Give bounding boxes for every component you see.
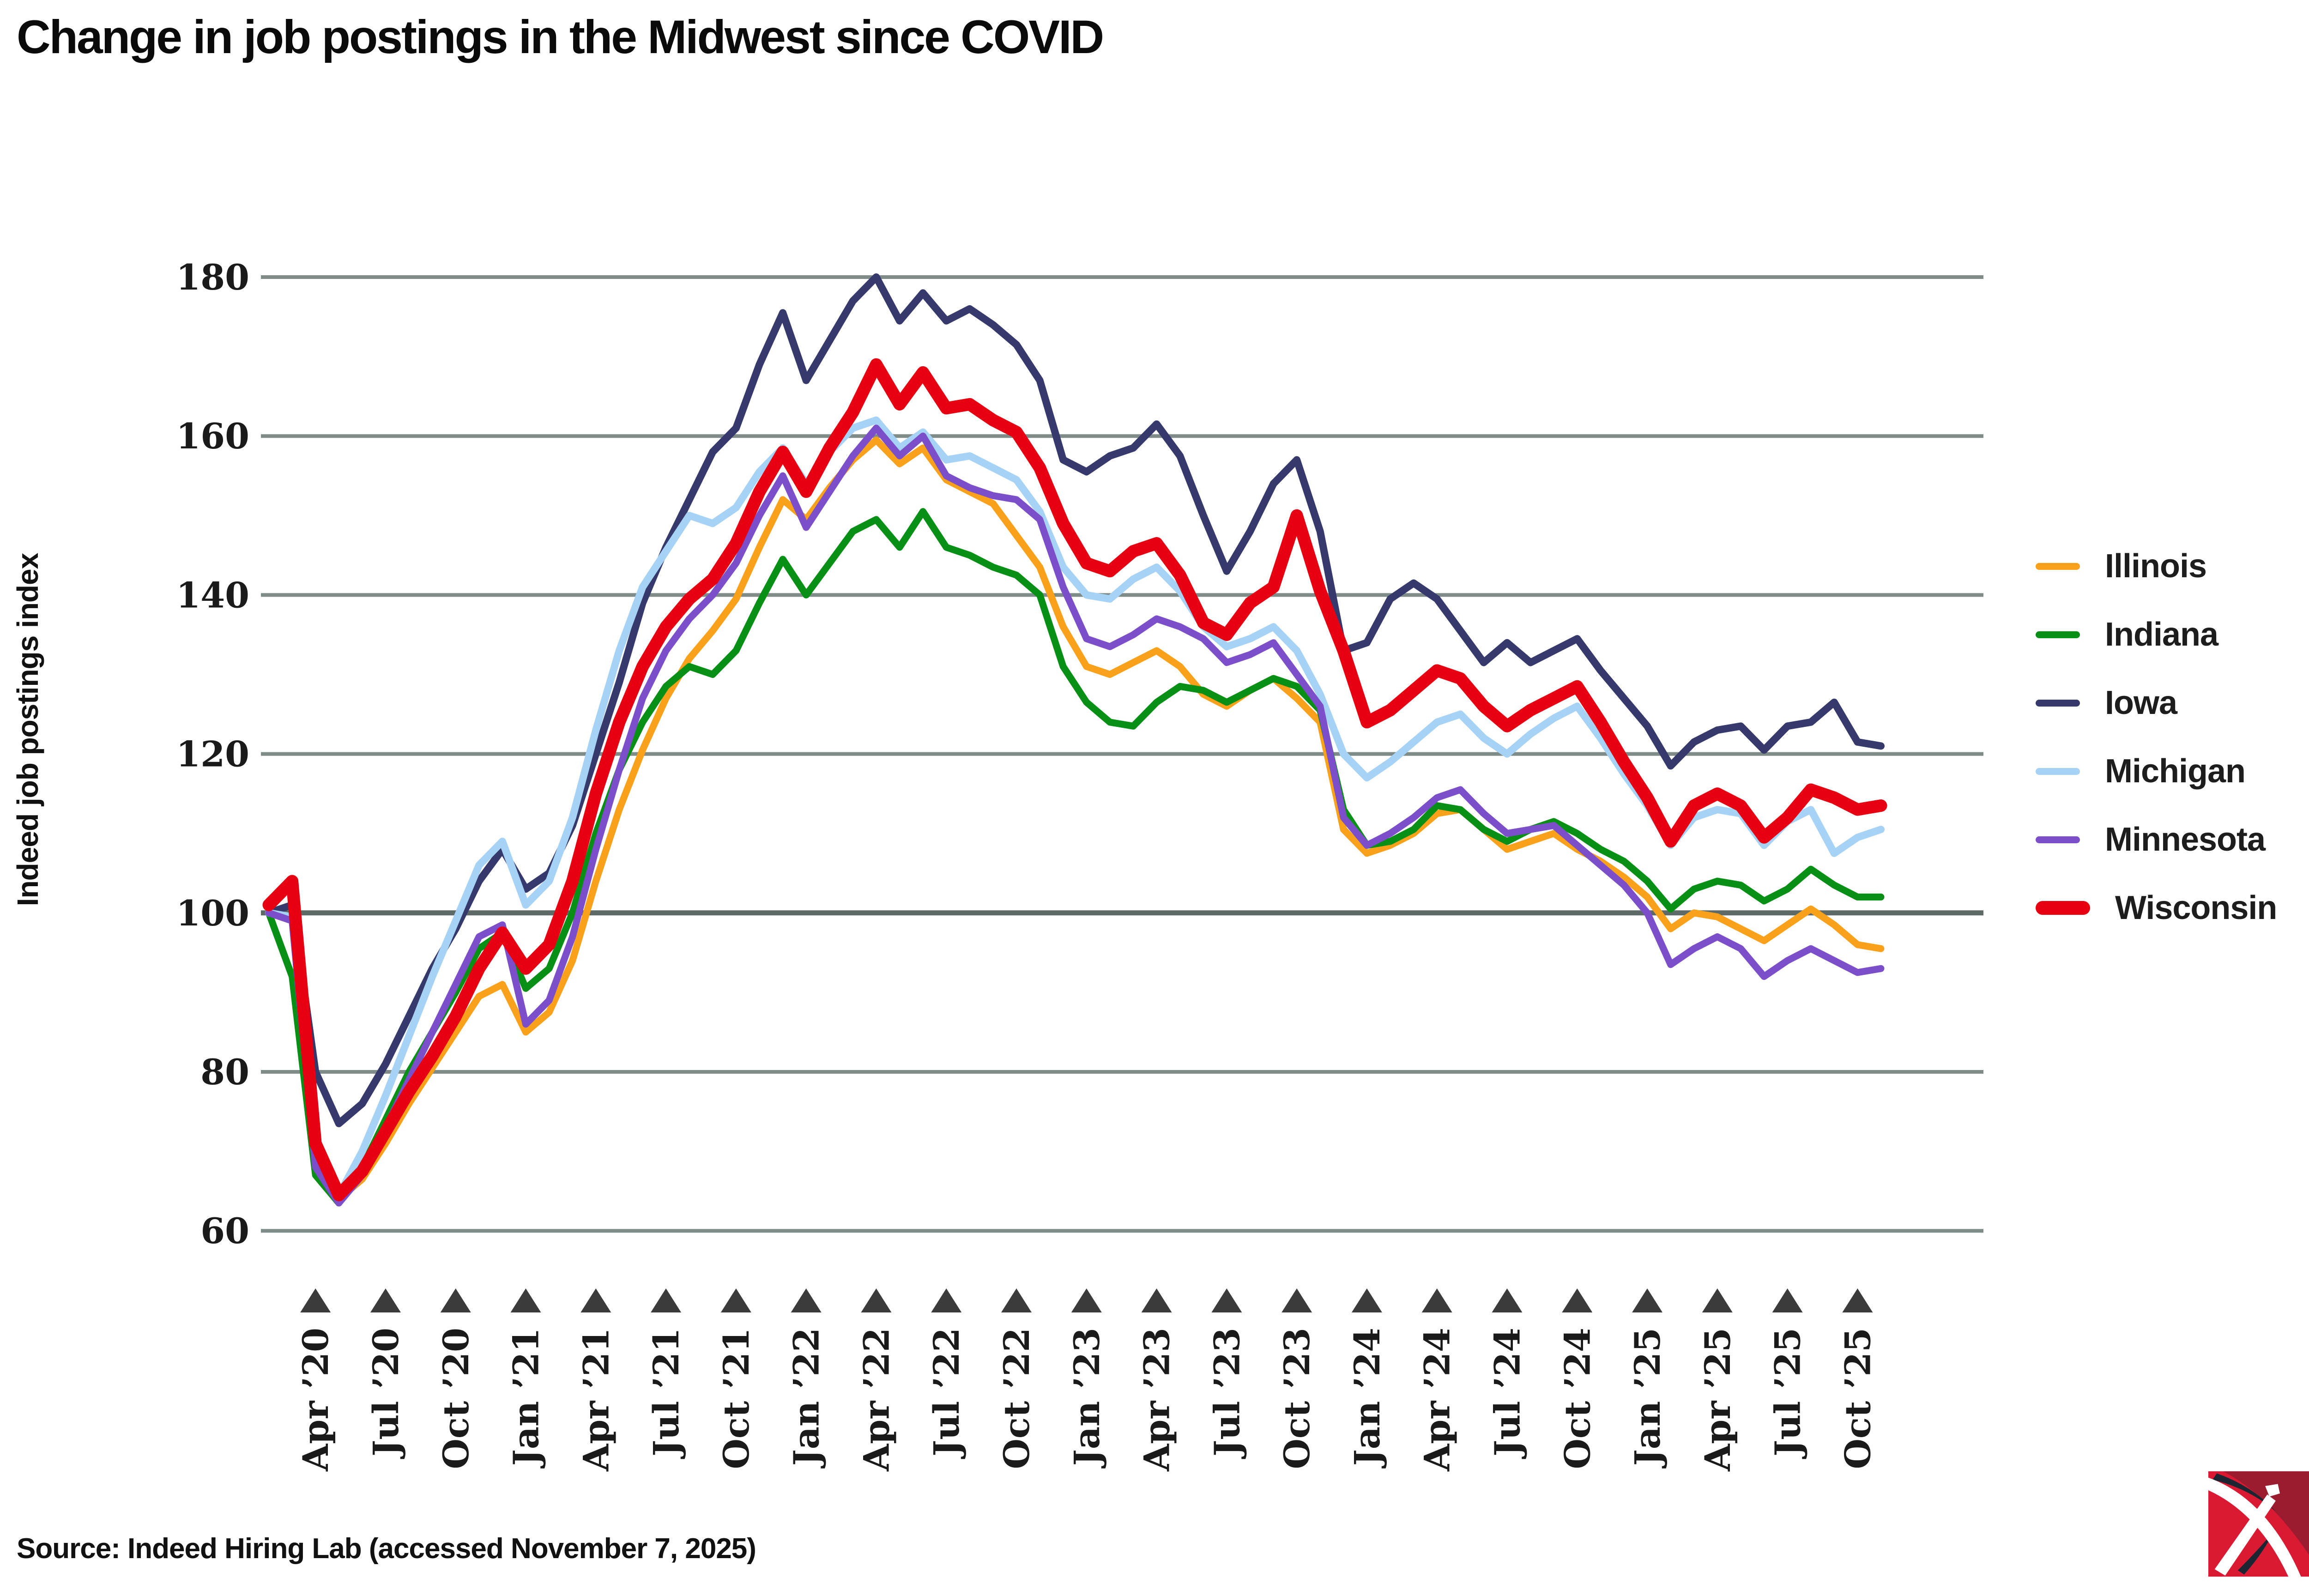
x-tick-label: Apr ’25: [1697, 1328, 1738, 1472]
logo-pickaxe-blade: [2208, 1477, 2301, 1577]
x-tick-label: Jul ’22: [926, 1328, 967, 1459]
logo-pickaxe-head-top: [2265, 1484, 2280, 1497]
x-tick-triangle-icon: [510, 1288, 541, 1312]
x-tick-triangle-icon: [1281, 1288, 1312, 1312]
x-tick-label: Jul ’24: [1487, 1328, 1528, 1459]
source-attribution: Source: Indeed Hiring Lab (accessed Nove…: [17, 1533, 756, 1565]
y-tick-label: 60: [200, 1210, 249, 1251]
x-tick-label: Jan ’24: [1347, 1328, 1388, 1469]
legend-swatch-icon: [2036, 836, 2080, 843]
x-tick-label: Jul ’20: [365, 1328, 406, 1459]
x-tick-triangle-icon: [440, 1288, 471, 1312]
legend-swatch-icon: [2036, 768, 2080, 775]
legend-label: Minnesota: [2105, 821, 2266, 858]
x-tick-label: Jul ’21: [646, 1328, 687, 1459]
x-tick-label: Jul ’25: [1767, 1328, 1808, 1459]
x-tick-triangle-icon: [1141, 1288, 1172, 1312]
legend-label: Wisconsin: [2115, 889, 2277, 926]
legend-item-iowa: Iowa: [2036, 669, 2277, 737]
x-tick-triangle-icon: [1562, 1288, 1593, 1312]
x-tick-triangle-icon: [1421, 1288, 1452, 1312]
series-line-minnesota: [265, 424, 1885, 1207]
x-tick-triangle-icon: [651, 1288, 682, 1312]
legend-item-michigan: Michigan: [2036, 737, 2277, 805]
x-tick-label: Oct ’21: [716, 1328, 757, 1469]
legend-label: Indiana: [2105, 616, 2218, 653]
x-tick-triangle-icon: [1772, 1288, 1803, 1312]
x-tick-triangle-icon: [1632, 1288, 1663, 1312]
logo-shadow-top: [2212, 1473, 2276, 1511]
x-tick-triangle-icon: [580, 1288, 611, 1312]
x-tick-label: Oct ’24: [1557, 1328, 1598, 1469]
x-tick-triangle-icon: [1492, 1288, 1523, 1312]
x-tick-triangle-icon: [720, 1288, 751, 1312]
x-tick-label: Oct ’20: [435, 1328, 477, 1469]
x-tick-label: Jan ’21: [506, 1328, 547, 1469]
x-tick-triangle-icon: [1842, 1288, 1873, 1312]
x-tick-triangle-icon: [1702, 1288, 1733, 1312]
x-tick-triangle-icon: [1351, 1288, 1382, 1312]
chart-legend: Illinois Indiana Iowa Michigan Minnesota Wisc…: [2036, 532, 2277, 942]
x-tick-triangle-icon: [1001, 1288, 1032, 1312]
x-tick-label: Jan ’23: [1066, 1328, 1107, 1469]
x-tick-label: Apr ’24: [1417, 1328, 1458, 1472]
legend-swatch-icon: [2036, 699, 2080, 707]
series-line-indiana: [265, 508, 1885, 1207]
legend-item-indiana: Indiana: [2036, 600, 2277, 669]
series-line-michigan: [265, 416, 1885, 1199]
y-tick-label: 120: [176, 734, 249, 775]
legend-label: Illinois: [2105, 548, 2207, 585]
logo-maroon-region: [2223, 1471, 2309, 1555]
x-tick-triangle-icon: [1071, 1288, 1102, 1312]
logo-shadow-bottom: [2237, 1528, 2276, 1575]
legend-label: Michigan: [2105, 753, 2246, 790]
x-tick-label: Oct ’25: [1837, 1328, 1878, 1469]
x-tick-label: Oct ’22: [996, 1328, 1037, 1469]
x-tick-triangle-icon: [861, 1288, 892, 1312]
y-tick-label: 100: [176, 893, 249, 934]
x-tick-label: Apr ’23: [1136, 1328, 1178, 1472]
x-tick-label: Apr ’20: [295, 1328, 336, 1472]
legend-swatch-icon: [2036, 901, 2090, 915]
x-tick-triangle-icon: [791, 1288, 822, 1312]
x-tick-triangle-icon: [370, 1288, 401, 1312]
legend-item-wisconsin: Wisconsin: [2036, 874, 2277, 942]
legend-label: Iowa: [2105, 684, 2177, 721]
y-tick-label: 160: [176, 416, 249, 457]
series-line-wisconsin: [262, 358, 1887, 1202]
legend-swatch-icon: [2036, 631, 2080, 638]
pickaxe-logo-icon: [2208, 1471, 2309, 1577]
series-line-iowa: [265, 273, 1885, 1127]
x-tick-triangle-icon: [300, 1288, 331, 1312]
x-tick-triangle-icon: [931, 1288, 962, 1312]
x-tick-label: Apr ’22: [856, 1328, 897, 1472]
x-tick-label: Jan ’22: [786, 1328, 827, 1469]
chart-title: Change in job postings in the Midwest si…: [17, 11, 1104, 63]
x-tick-triangle-icon: [1211, 1288, 1242, 1312]
x-tick-label: Apr ’21: [575, 1328, 617, 1472]
x-tick-label: Jan ’25: [1627, 1328, 1668, 1469]
legend-item-illinois: Illinois: [2036, 532, 2277, 600]
legend-item-minnesota: Minnesota: [2036, 805, 2277, 874]
legend-swatch-icon: [2036, 562, 2080, 570]
series-line-illinois: [265, 436, 1885, 1203]
y-tick-label: 140: [176, 574, 249, 616]
y-tick-label: 180: [176, 257, 249, 298]
x-tick-label: Jul ’23: [1206, 1328, 1247, 1459]
x-tick-label: Oct ’23: [1276, 1328, 1318, 1469]
y-tick-label: 80: [200, 1052, 249, 1093]
